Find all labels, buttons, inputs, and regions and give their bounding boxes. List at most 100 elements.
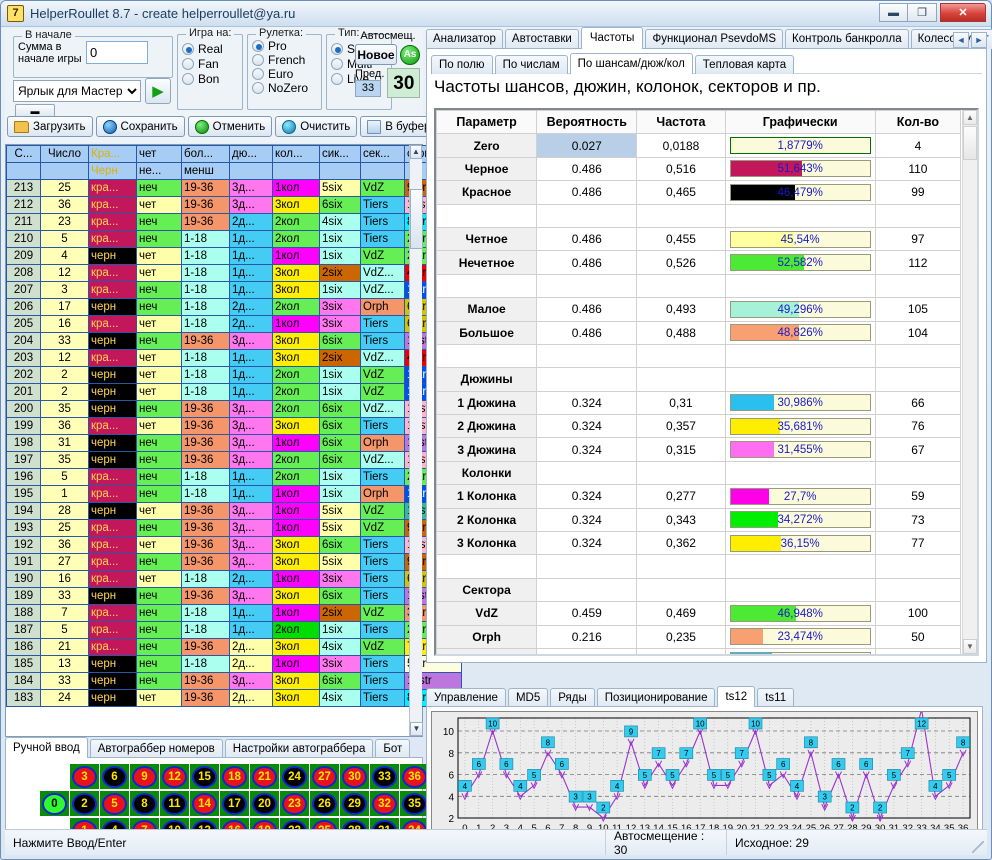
numpad-chip-14[interactable]: 14 bbox=[190, 791, 219, 816]
table-row[interactable]: 21236кра...чет19-363д...3кол6sixTiers12s… bbox=[6, 196, 462, 214]
tab-chart-0[interactable]: Управление bbox=[426, 688, 506, 707]
numpad-chip-6[interactable]: 6 bbox=[100, 764, 129, 789]
tab-freq-1[interactable]: По числам bbox=[494, 55, 568, 74]
freq-scroll-down-icon[interactable]: ▼ bbox=[963, 639, 977, 654]
numpad-chip-27[interactable]: 27 bbox=[310, 764, 339, 789]
numpad-chip-33[interactable]: 33 bbox=[370, 764, 399, 789]
tab-input-1[interactable]: Автограббер номеров bbox=[89, 739, 223, 758]
scroll-down-icon[interactable]: ▼ bbox=[410, 722, 423, 736]
freq-row[interactable]: Zero 0.027 0,0188 1,8779% 4 bbox=[436, 133, 962, 158]
load-button[interactable]: Загрузить bbox=[7, 116, 93, 137]
frequency-scrollbar[interactable]: ▲ ▼ bbox=[962, 110, 977, 654]
numpad-chip-32[interactable]: 32 bbox=[370, 791, 399, 816]
tab-scroll-left-icon[interactable]: ◄ bbox=[953, 32, 969, 48]
tab-main-0[interactable]: Анализатор bbox=[426, 29, 503, 49]
spins-col-header[interactable]: кол... bbox=[272, 145, 320, 163]
numpad-chip-18[interactable]: 18 bbox=[220, 764, 249, 789]
spins-col-header[interactable]: Кра... bbox=[88, 145, 137, 163]
tab-input-2[interactable]: Настройки автограббера bbox=[224, 739, 374, 758]
tab-freq-3[interactable]: Тепловая карта bbox=[694, 55, 795, 74]
freq-row[interactable]: Красное 0.486 0,465 46,479% 99 bbox=[436, 180, 962, 205]
table-row[interactable]: 19735черннеч19-363д...2кол6sixVdZ...12st… bbox=[6, 451, 462, 469]
preset-combo[interactable]: Ярлык для Мастер bbox=[13, 80, 141, 102]
radio-roulette-pro[interactable]: Pro bbox=[252, 39, 321, 53]
spins-grid[interactable]: С... Число Кра... чет бол... дю... кол... сик..… bbox=[5, 144, 462, 737]
tab-freq-0[interactable]: По полю bbox=[431, 55, 493, 74]
tab-chart-3[interactable]: Позиционирование bbox=[596, 688, 716, 707]
frequency-table-wrap[interactable]: Параметр Вероятность Частота Графически Кол-… bbox=[434, 108, 979, 656]
tab-chart-5[interactable]: ts11 bbox=[757, 688, 795, 707]
freq-row[interactable]: VdZ 0.459 0,469 46,948% 100 bbox=[436, 601, 962, 626]
scroll-thumb[interactable] bbox=[410, 189, 423, 249]
numpad-chip-2[interactable]: 2 bbox=[70, 791, 99, 816]
numpad-chip-35[interactable]: 35 bbox=[400, 791, 429, 816]
table-row[interactable]: 20312кра...чет1-181д...3кол2sixVdZ...4st… bbox=[6, 349, 462, 367]
table-row[interactable]: 19236кра...чет19-363д...3кол6sixTiers12s… bbox=[6, 536, 462, 554]
freq-row[interactable]: 1 Дюжина 0.324 0,31 30,986% 66 bbox=[436, 390, 962, 416]
tab-freq-2[interactable]: По шансам/дюж/кол bbox=[569, 53, 693, 74]
spins-col-header[interactable]: бол... bbox=[181, 145, 230, 163]
play-button[interactable]: ▶ bbox=[145, 78, 171, 104]
clear-button[interactable]: Очистить bbox=[275, 116, 358, 137]
radio-roulette-nozero[interactable]: NoZero bbox=[252, 81, 321, 95]
radio-game-bon[interactable]: Bon bbox=[182, 72, 242, 86]
undo-button[interactable]: Отменить bbox=[187, 116, 273, 137]
resize-grip-icon[interactable] bbox=[972, 841, 984, 853]
autoshift-badge-icon[interactable]: As bbox=[400, 44, 420, 65]
freq-row[interactable]: Малое 0.486 0,493 49,296% 105 bbox=[436, 297, 962, 322]
numpad-chip-30[interactable]: 30 bbox=[340, 764, 369, 789]
numpad-chip-26[interactable]: 26 bbox=[310, 791, 339, 816]
numpad-chip-21[interactable]: 21 bbox=[250, 764, 279, 789]
numpad-chip-11[interactable]: 11 bbox=[160, 791, 189, 816]
numpad-chip-20[interactable]: 20 bbox=[250, 791, 279, 816]
spins-col-header[interactable]: чет bbox=[136, 145, 182, 163]
radio-game-fan[interactable]: Fan bbox=[182, 57, 242, 71]
numpad-chip-12[interactable]: 12 bbox=[160, 764, 189, 789]
radio-roulette-euro[interactable]: Euro bbox=[252, 67, 321, 81]
freq-row[interactable]: Большое 0.486 0,488 48,826% 104 bbox=[436, 320, 962, 345]
tab-input-3[interactable]: Бот bbox=[375, 739, 411, 758]
tab-main-2[interactable]: Частоты bbox=[580, 27, 644, 49]
tab-chart-1[interactable]: MD5 bbox=[507, 688, 549, 707]
table-row[interactable]: 21123кра...неч19-362д...2кол4sixTiers8st… bbox=[6, 213, 462, 231]
tab-main-3[interactable]: Функционал PsevdoMS bbox=[645, 29, 783, 49]
maximize-button[interactable]: ❐ bbox=[908, 3, 937, 22]
tab-chart-2[interactable]: Ряды bbox=[550, 688, 595, 707]
radio-roulette-french[interactable]: French bbox=[252, 53, 321, 67]
freq-row[interactable]: 1 Колонка 0.324 0,277 27,7% 59 bbox=[436, 484, 962, 509]
numpad-chip-5[interactable]: 5 bbox=[100, 791, 129, 816]
numpad-chip-24[interactable]: 24 bbox=[280, 764, 309, 789]
tab-input-0[interactable]: Ручной ввод bbox=[5, 737, 88, 758]
freq-row[interactable]: Orph 0.216 0,235 23,474% 50 bbox=[436, 624, 962, 649]
numpad-chip-23[interactable]: 23 bbox=[280, 791, 309, 816]
numpad-chip-36[interactable]: 36 bbox=[400, 764, 429, 789]
minimize-button[interactable]: ▬ bbox=[879, 3, 908, 22]
spins-col-header[interactable]: дю... bbox=[229, 145, 273, 163]
numpad-chip-29[interactable]: 29 bbox=[340, 791, 369, 816]
table-row[interactable]: 20812кра...чет1-181д...3кол2sixVdZ...4st… bbox=[6, 264, 462, 282]
freq-row[interactable]: 2 Дюжина 0.324 0,357 35,681% 76 bbox=[436, 414, 962, 439]
freq-row[interactable]: 3 Колонка 0.324 0,362 36,15% 77 bbox=[436, 531, 962, 556]
numpad-chip-0[interactable]: 0 bbox=[40, 791, 69, 816]
freq-row[interactable]: 2 Колонка 0.324 0,343 34,272% 73 bbox=[436, 507, 962, 533]
chart-plot-area[interactable]: 2 4 6 8 10 4 6 10 6 4 5 8 6 3 3 2 4 9 5 7 5 7 10 5 5 7 10 5 6 4 8 3 6 2 6 2… bbox=[431, 711, 978, 843]
numpad-chip-9[interactable]: 9 bbox=[130, 764, 159, 789]
close-button[interactable]: ✕ bbox=[940, 3, 986, 22]
spins-scrollbar[interactable]: ▲ ▼ bbox=[409, 145, 423, 736]
